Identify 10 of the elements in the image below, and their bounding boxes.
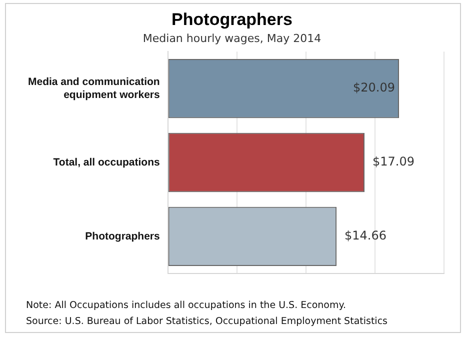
y-tick-label: Media and communication equipment workers <box>28 76 160 101</box>
data-label: $17.09 <box>372 154 414 169</box>
data-label: $20.09 <box>353 80 396 95</box>
text: Note: All Occupations includes all occupations in the U.S. Economy. <box>26 299 348 313</box>
y-tick-label: Photographers <box>85 230 160 242</box>
chart-subtitle: Median hourly wages, May 2014 <box>142 32 322 45</box>
chart-title: Photographers <box>172 10 292 29</box>
source-note: Source: U.S. Bureau of Labor Statistics, Occupational Employment Statistics <box>26 315 388 329</box>
data-label: $14.66 <box>344 228 387 243</box>
y-tick-label: Total, all occupations <box>53 156 160 168</box>
